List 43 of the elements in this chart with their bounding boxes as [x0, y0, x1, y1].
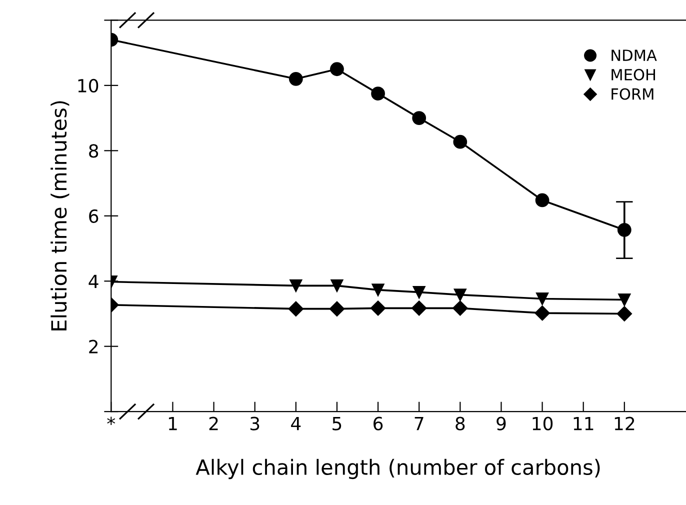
point: [616, 306, 632, 322]
point: [412, 300, 427, 316]
x-tick-label: *: [107, 416, 116, 425]
point: [453, 134, 468, 149]
x-tick-label: 9: [496, 416, 506, 430]
legend-label: MEOH: [612, 68, 655, 80]
legend-label: FORM: [612, 88, 654, 100]
point: [536, 292, 549, 305]
x-tick-label: 10: [532, 416, 553, 430]
x-tick-label: 11: [574, 416, 594, 430]
point: [370, 300, 386, 316]
point: [290, 279, 302, 292]
y-tick-label: 2: [89, 340, 98, 354]
point: [618, 293, 631, 306]
x-tick-label: 4: [291, 416, 301, 430]
point: [534, 306, 550, 321]
point: [535, 193, 550, 208]
x-tick-label: 1: [168, 416, 177, 430]
point: [329, 301, 345, 316]
point: [372, 284, 384, 296]
point: [288, 72, 303, 86]
point: [454, 288, 466, 302]
x-tick-label: 2: [209, 416, 218, 430]
y-axis-title: Elution time (minutes): [50, 101, 70, 330]
x-tick-label: 5: [332, 416, 342, 430]
x-tick-label: 6: [374, 416, 383, 430]
y-tick-label: 4: [88, 274, 98, 288]
point: [412, 286, 426, 298]
y-tick-label: 10: [78, 78, 98, 93]
point: [288, 301, 304, 316]
x-tick-label: 7: [414, 416, 424, 430]
point: [371, 86, 385, 101]
y-tick-label: 6: [89, 209, 98, 224]
y-tick-label: 8: [89, 144, 98, 158]
point: [330, 62, 344, 76]
x-tick-label: 12: [614, 416, 634, 430]
x-axis-title: Alkyl chain length (number of carbons): [196, 458, 600, 480]
point: [412, 111, 426, 125]
legend-label: NDMA: [612, 50, 657, 61]
x-tick-label: 3: [250, 416, 260, 430]
x-tick-label: 8: [456, 416, 465, 430]
point: [330, 279, 344, 292]
point: [452, 300, 468, 316]
